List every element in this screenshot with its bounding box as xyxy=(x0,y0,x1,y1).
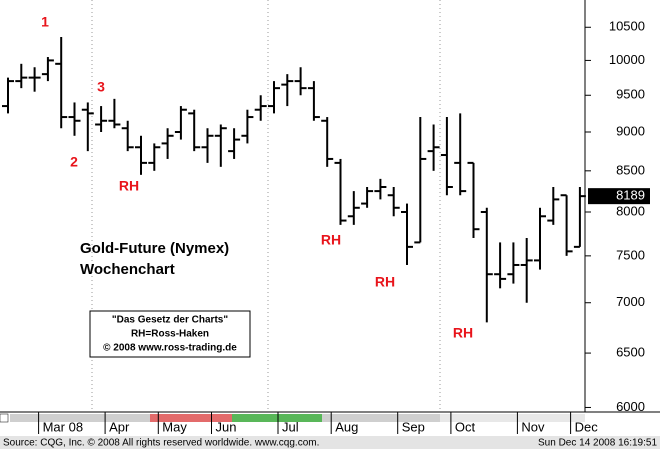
source: Source: CQG, Inc. © 2008 All rights rese… xyxy=(3,438,319,449)
strip-segment xyxy=(232,414,322,422)
annotation: 1 xyxy=(41,14,49,30)
box-line: © 2008 www.ross-trading.de xyxy=(103,343,237,354)
y-tick-label: 7000 xyxy=(616,294,645,309)
y-tick-label: 9000 xyxy=(616,123,645,138)
annotation: 3 xyxy=(97,79,105,95)
x-tick-label: Jul xyxy=(282,419,299,434)
annotation: RH xyxy=(119,178,139,194)
x-tick-label: Dec xyxy=(575,419,599,434)
x-tick-label: Aug xyxy=(335,419,358,434)
last-value-label: 8189 xyxy=(616,188,645,203)
box-line: "Das Gesetz der Charts" xyxy=(112,315,228,326)
y-tick-label: 10000 xyxy=(609,52,645,67)
strip-segment xyxy=(0,413,9,423)
annotation: RH xyxy=(375,274,395,290)
y-tick-label: 9500 xyxy=(616,87,645,102)
info-box xyxy=(89,310,251,358)
timestamp: Sun Dec 14 2008 16:19:51 xyxy=(538,438,657,449)
box-line: RH=Ross-Haken xyxy=(131,329,209,340)
y-tick-label: 6500 xyxy=(616,345,645,360)
last-value-box xyxy=(588,188,650,205)
x-tick-label: May xyxy=(162,419,187,434)
y-tick-label: 6000 xyxy=(616,399,645,414)
strip-segment xyxy=(322,414,440,422)
annotation: 2 xyxy=(70,154,78,170)
chart-subtitle: Wochenchart xyxy=(80,261,175,278)
period-strip xyxy=(0,413,585,423)
y-tick-label: 7500 xyxy=(616,247,645,262)
x-tick-label: Apr xyxy=(109,419,130,434)
footer-bar xyxy=(0,436,660,449)
strip-segment xyxy=(440,414,585,422)
strip-segment xyxy=(10,414,150,422)
y-tick-label: 8500 xyxy=(616,162,645,177)
quarter-lines xyxy=(91,0,441,412)
x-tick-label: Jun xyxy=(216,419,237,434)
x-tick-label: Nov xyxy=(521,419,545,434)
x-tick-label: Oct xyxy=(455,419,476,434)
chart-title: Gold-Future (Nymex) xyxy=(80,240,229,257)
annotation: RH xyxy=(321,232,341,248)
x-tick-label: Sep xyxy=(402,419,425,434)
strip-segment xyxy=(150,414,232,422)
y-tick-label: 8000 xyxy=(616,203,645,218)
x-tick-label: Mar 08 xyxy=(43,419,83,434)
y-tick-label: 10500 xyxy=(609,19,645,34)
annotation: RH xyxy=(453,325,473,341)
